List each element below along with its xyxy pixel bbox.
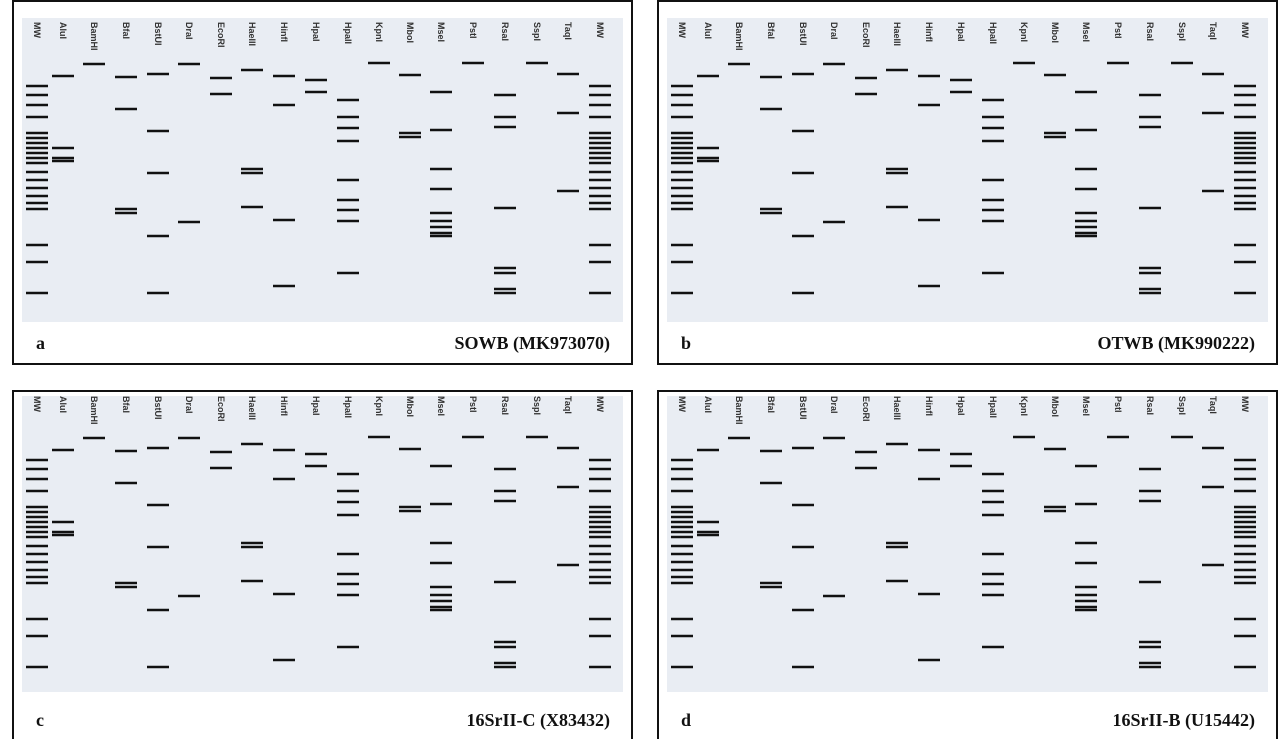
lane-label: HinfI xyxy=(279,22,289,42)
panel-caption: OTWB (MK990222) xyxy=(1098,333,1256,354)
lane-label: MseI xyxy=(436,22,446,42)
panel-letter: d xyxy=(681,710,691,730)
panel-caption: 16SrII-B (U15442) xyxy=(1113,710,1256,731)
lane-label: EcoRI xyxy=(861,22,871,48)
lane-label: BamHI xyxy=(89,22,99,51)
lane-label: EcoRI xyxy=(216,396,226,422)
lane-label: AluI xyxy=(58,396,68,413)
lane-label: HpaII xyxy=(988,396,998,418)
lane-label: BfaI xyxy=(766,22,776,39)
lane-label: TaqI xyxy=(1208,22,1218,40)
lane-label: MW xyxy=(677,396,687,412)
lane-label: SspI xyxy=(532,396,542,415)
lane-label: MW xyxy=(1240,22,1250,38)
lane-label: PstI xyxy=(468,396,478,413)
lane-label: PstI xyxy=(1113,22,1123,39)
lane-label: EcoRI xyxy=(861,396,871,422)
panel: MW AluI BamHI BfaI BstUI DraI EcoRI HaeIII HinfI… xyxy=(12,0,633,365)
lane-label: BstUI xyxy=(153,396,163,420)
lane-label: RsaI xyxy=(500,396,510,415)
panel-caption: 16SrII-C (X83432) xyxy=(467,710,611,731)
lane-label: TaqI xyxy=(563,22,573,40)
lane-label: BamHI xyxy=(734,396,744,425)
lane-label: KpnI xyxy=(374,396,384,416)
lane-label: DraI xyxy=(829,396,839,414)
lane-label: HinfI xyxy=(924,396,934,416)
lane-label: KpnI xyxy=(1019,396,1029,416)
lane-label: BamHI xyxy=(89,396,99,425)
lane-label: TaqI xyxy=(1208,396,1218,414)
lane-label: MboI xyxy=(405,396,415,417)
gel-background xyxy=(22,396,623,692)
lane-label: TaqI xyxy=(563,396,573,414)
lane-label: HpaI xyxy=(311,22,321,42)
lane-label: BstUI xyxy=(798,22,808,46)
lane-label: MseI xyxy=(1081,396,1091,416)
gel-figure: MW AluI BamHI BfaI BstUI DraI EcoRI HaeIII HinfI… xyxy=(659,392,1276,739)
lane-label: DraI xyxy=(184,22,194,40)
lane-label: MW xyxy=(677,22,687,38)
lane-label: PstI xyxy=(468,22,478,39)
lane-label: AluI xyxy=(58,22,68,39)
lane-label: MW xyxy=(595,22,605,38)
lane-label: EcoRI xyxy=(216,22,226,48)
lane-label: HpaII xyxy=(343,22,353,44)
panel: MW AluI BamHI BfaI BstUI DraI EcoRI HaeIII HinfI… xyxy=(657,0,1278,365)
lane-label: HaeIII xyxy=(247,396,257,420)
lane-label: MboI xyxy=(1050,396,1060,417)
lane-label: BfaI xyxy=(121,396,131,413)
gel-background xyxy=(667,396,1268,692)
lane-label: SspI xyxy=(532,22,542,41)
lane-label: BamHI xyxy=(734,22,744,51)
panel: MW AluI BamHI BfaI BstUI DraI EcoRI HaeIII HinfI… xyxy=(657,390,1278,739)
panel: MW AluI BamHI BfaI BstUI DraI EcoRI HaeIII HinfI… xyxy=(12,390,633,739)
lane-label: DraI xyxy=(829,22,839,40)
gel-figure: MW AluI BamHI BfaI BstUI DraI EcoRI HaeIII HinfI… xyxy=(14,392,631,739)
lane-label: BstUI xyxy=(798,396,808,420)
lane-label: SspI xyxy=(1177,396,1187,415)
lane-label: AluI xyxy=(703,22,713,39)
lane-label: MW xyxy=(1240,396,1250,412)
lane-label: RsaI xyxy=(1145,22,1155,41)
lane-label: HinfI xyxy=(924,22,934,42)
panel-caption: SOWB (MK973070) xyxy=(455,333,611,354)
lane-label: MseI xyxy=(436,396,446,416)
lane-label: MseI xyxy=(1081,22,1091,42)
lane-label: RsaI xyxy=(500,22,510,41)
gel-figure: MW AluI BamHI BfaI BstUI DraI EcoRI HaeIII HinfI… xyxy=(14,2,631,363)
panel-letter: a xyxy=(36,333,45,353)
lane-label: BstUI xyxy=(153,22,163,46)
lane-label: MW xyxy=(595,396,605,412)
lane-label: HpaI xyxy=(956,22,966,42)
lane-label: BfaI xyxy=(766,396,776,413)
lane-label: HaeIII xyxy=(247,22,257,46)
lane-label: HaeIII xyxy=(892,396,902,420)
lane-label: AluI xyxy=(703,396,713,413)
lane-label: BfaI xyxy=(121,22,131,39)
page: MW AluI BamHI BfaI BstUI DraI EcoRI HaeIII HinfI… xyxy=(0,0,1280,737)
lane-label: HpaII xyxy=(988,22,998,44)
panel-letter: c xyxy=(36,710,44,730)
lane-label: PstI xyxy=(1113,396,1123,413)
lane-label: HaeIII xyxy=(892,22,902,46)
lane-label: KpnI xyxy=(1019,22,1029,42)
panel-letter: b xyxy=(681,333,691,353)
lane-label: MboI xyxy=(1050,22,1060,43)
lane-label: MW xyxy=(32,22,42,38)
lane-label: MW xyxy=(32,396,42,412)
lane-label: MboI xyxy=(405,22,415,43)
lane-label: KpnI xyxy=(374,22,384,42)
lane-label: RsaI xyxy=(1145,396,1155,415)
lane-label: HinfI xyxy=(279,396,289,416)
lane-label: HpaII xyxy=(343,396,353,418)
lane-label: HpaI xyxy=(956,396,966,416)
lane-label: SspI xyxy=(1177,22,1187,41)
gel-figure: MW AluI BamHI BfaI BstUI DraI EcoRI HaeIII HinfI… xyxy=(659,2,1276,363)
lane-label: HpaI xyxy=(311,396,321,416)
lane-label: DraI xyxy=(184,396,194,414)
